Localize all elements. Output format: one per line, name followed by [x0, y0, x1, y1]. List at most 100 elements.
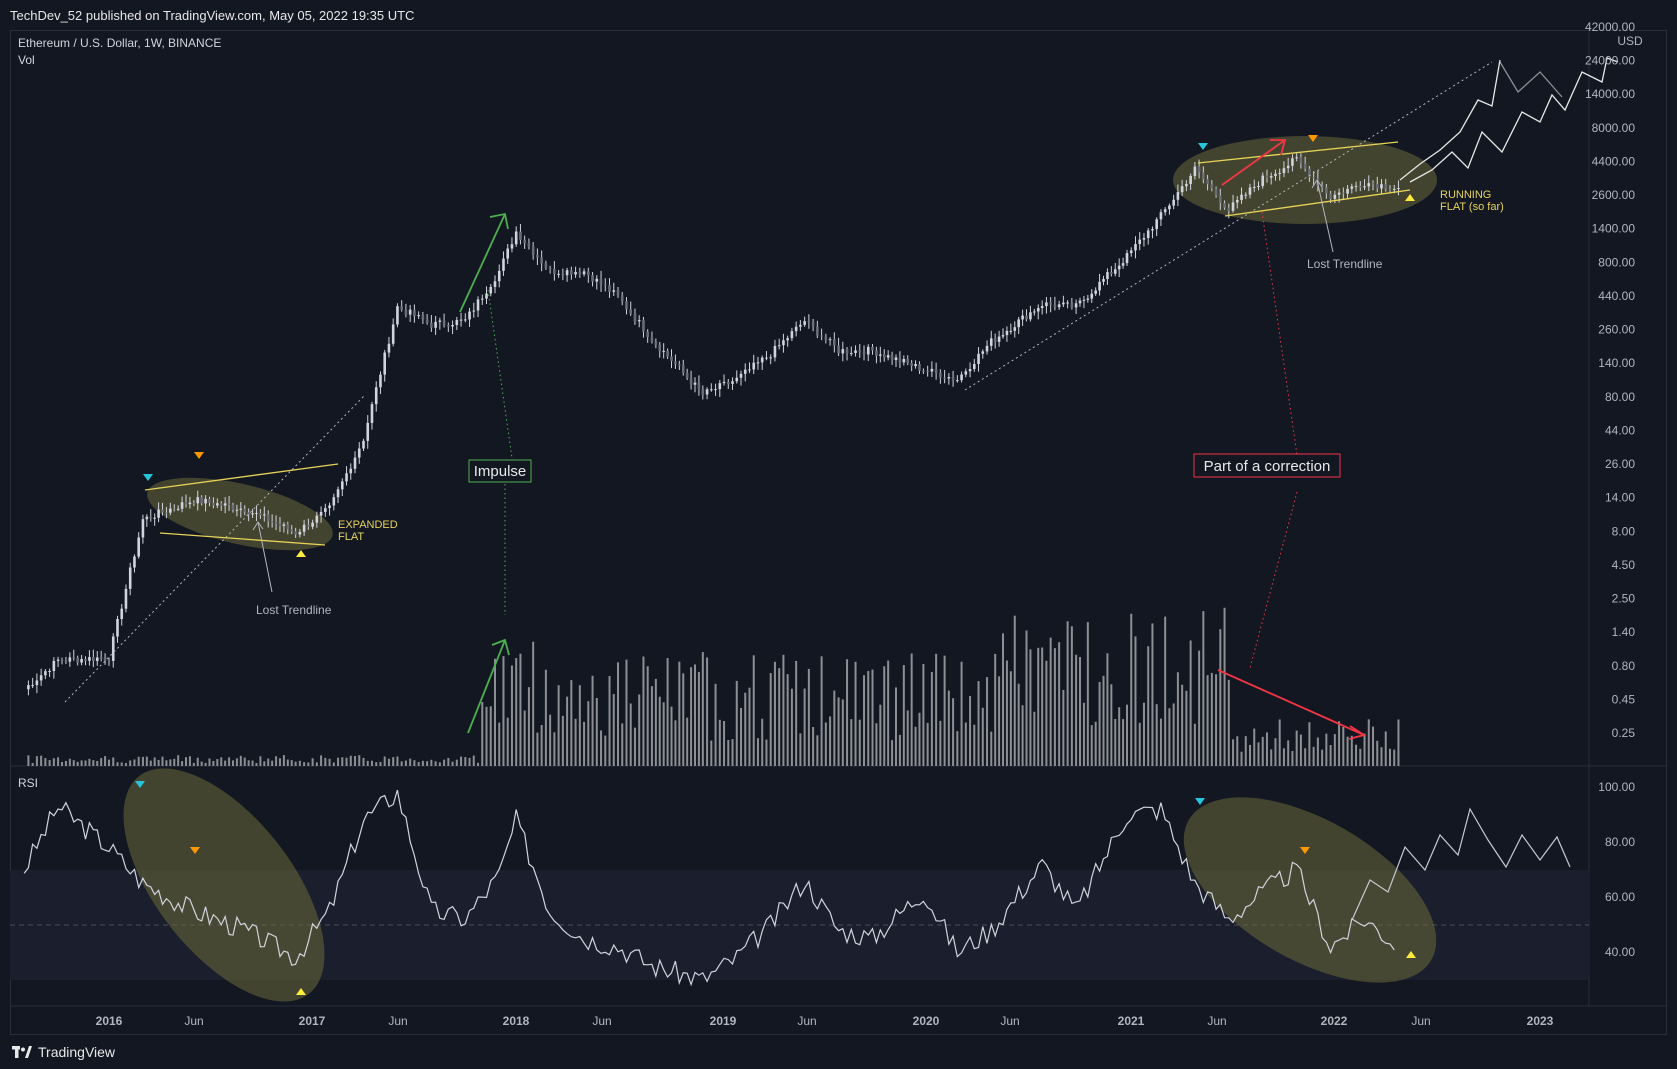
- volume-bar: [1110, 684, 1113, 766]
- volume-bar: [694, 664, 697, 766]
- volume-bar: [303, 762, 306, 766]
- volume-bar: [617, 662, 619, 766]
- candle-body: [1269, 176, 1273, 178]
- price-axis[interactable]: 42000.00 24000.00 14000.00 8000.00 4400.00 26…: [1585, 20, 1635, 740]
- candle-body: [1384, 184, 1388, 190]
- candle-body: [1094, 290, 1097, 294]
- volume-bar: [251, 760, 254, 766]
- volume-bar: [1181, 684, 1184, 766]
- candle-body: [1261, 175, 1265, 186]
- volume-bar: [956, 731, 959, 766]
- volume-bar: [902, 665, 905, 766]
- volume-bar: [468, 757, 471, 766]
- price-tick-label: 14000.00: [1585, 87, 1635, 101]
- volume-bar: [731, 739, 734, 766]
- volume-bar: [850, 719, 853, 766]
- candle-body: [1240, 194, 1243, 200]
- volume-bar: [165, 760, 168, 766]
- volume-bar: [96, 760, 99, 766]
- candle-body: [633, 313, 637, 322]
- time-tick-label: Jun: [388, 1014, 407, 1028]
- candle-body: [1333, 194, 1337, 199]
- volume-bar: [914, 726, 917, 766]
- candle-body: [773, 345, 777, 358]
- candle-body: [1021, 315, 1024, 320]
- candle-body: [1066, 302, 1069, 304]
- volume-bar: [926, 722, 929, 766]
- volume-bar: [92, 760, 95, 766]
- volume-bar: [650, 686, 653, 766]
- candle-body: [421, 315, 425, 320]
- candle-body: [1193, 166, 1197, 176]
- volume-bar: [243, 757, 246, 766]
- candle-body: [951, 377, 955, 381]
- candle-body: [387, 343, 391, 353]
- candle-body: [502, 258, 505, 271]
- volume-bar: [922, 663, 925, 766]
- candle-body: [1303, 163, 1307, 169]
- price-tick-label: 140.00: [1598, 356, 1635, 370]
- candle-body: [1231, 202, 1235, 211]
- candle-body: [599, 278, 603, 285]
- candle-body: [107, 660, 111, 662]
- candle-body: [1354, 185, 1358, 187]
- volume-bar: [1346, 736, 1349, 766]
- candle-body: [128, 567, 132, 589]
- candle-body: [315, 515, 319, 523]
- expanded-flat-label-2: FLAT: [338, 531, 364, 543]
- candle-body: [849, 353, 853, 355]
- volume-bar: [1106, 653, 1109, 766]
- channel-top-right: [1197, 141, 1399, 164]
- candle-body: [438, 320, 442, 322]
- channel-bottom-left: [159, 532, 326, 546]
- candle-body: [286, 524, 290, 530]
- candle-body: [161, 509, 164, 513]
- volume-legend[interactable]: Vol: [18, 53, 35, 67]
- candle-body: [332, 497, 336, 506]
- volume-bar: [723, 721, 726, 766]
- tradingview-logo[interactable]: TradingView: [12, 1044, 115, 1060]
- volume-bar: [52, 758, 55, 766]
- candle-body: [480, 298, 484, 300]
- volume-bar: [267, 758, 270, 766]
- candle-body: [1388, 189, 1392, 191]
- volume-bar: [523, 710, 526, 766]
- price-tick-label: 2600.00: [1592, 188, 1636, 202]
- rsi-legend[interactable]: RSI: [18, 776, 38, 790]
- impulse-arrow-price: [459, 212, 509, 313]
- channel-bottom-right: [1224, 189, 1411, 217]
- volume-bar: [489, 706, 492, 766]
- candle-body: [52, 660, 56, 671]
- rsi-series-line: [23, 789, 1395, 987]
- volume-bar: [120, 762, 123, 766]
- publish-line: TechDev_52 published on TradingView.com,…: [10, 8, 415, 23]
- rsi-projection-path: [1351, 807, 1571, 921]
- volume-bar: [1045, 660, 1048, 766]
- volume-bar: [141, 756, 144, 766]
- volume-bar: [1172, 703, 1175, 766]
- volume-bar: [493, 658, 496, 766]
- candle-body: [875, 350, 878, 356]
- rsi-axis[interactable]: 100.00 80.00 60.00 40.00: [1598, 780, 1635, 959]
- symbol-legend[interactable]: Ethereum / U.S. Dollar, 1W, BINANCE: [18, 36, 221, 50]
- time-axis[interactable]: 2016 Jun 2017 Jun 2018 Jun 2019 Jun 2020 Jun 2021 J…: [96, 1014, 1554, 1028]
- impulse-box[interactable]: [468, 459, 532, 483]
- volume-bar: [239, 755, 242, 766]
- candle-body: [939, 372, 942, 378]
- candle-body: [603, 284, 607, 286]
- candle-body: [1110, 272, 1113, 274]
- volume-bar: [124, 762, 127, 766]
- price-tick-label: 0.80: [1612, 659, 1636, 673]
- trendline-dotted-right: [964, 61, 1493, 391]
- volume-bar: [35, 756, 38, 766]
- candle-body: [1248, 187, 1252, 195]
- volume-bar: [48, 760, 51, 766]
- volume-bar: [1053, 648, 1056, 766]
- correction-box[interactable]: [1193, 453, 1341, 478]
- candle-body: [1210, 184, 1214, 189]
- candle-body: [591, 275, 594, 282]
- volume-bar: [986, 677, 989, 766]
- candle-body: [689, 377, 693, 385]
- volume-bar: [697, 671, 700, 766]
